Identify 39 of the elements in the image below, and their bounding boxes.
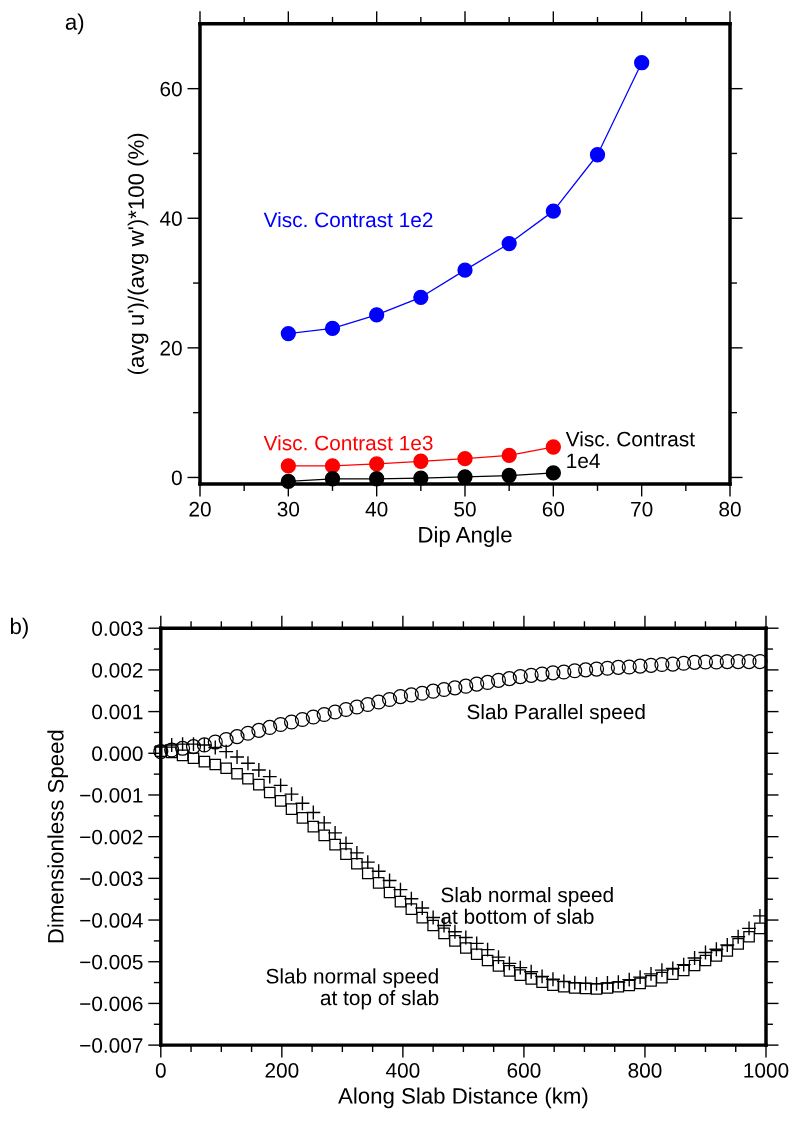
- y-tick-label: 20: [160, 340, 182, 356]
- y-tick-label: −0.003: [80, 871, 143, 887]
- x-tick-label: 20: [189, 501, 211, 517]
- y-axis-title: Dimensionless Speed: [47, 730, 69, 943]
- y-tick-label: 0.002: [92, 662, 143, 678]
- x-tick-label: 60: [542, 501, 565, 517]
- y-axis-title: (avg u')/(avg w')*100 (%): [127, 133, 149, 375]
- x-tick-label: 600: [507, 1063, 541, 1078]
- y-tick-label: −0.002: [80, 829, 143, 845]
- x-tick-label: 80: [719, 501, 741, 517]
- series-label: Visc. Contrast 1e4: [565, 431, 695, 469]
- y-tick-label: −0.006: [80, 996, 143, 1012]
- y-tick-label: 0: [171, 470, 182, 486]
- y-tick-label: −0.005: [80, 954, 143, 970]
- x-axis-title: Dip Angle: [419, 526, 512, 547]
- series-label: Slab normal speed at top of slab: [266, 968, 439, 1010]
- series-label: Visc. Contrast 1e3: [263, 435, 433, 451]
- text: a): [65, 13, 84, 35]
- y-tick-label: −0.001: [80, 787, 143, 803]
- x-tick-label: 40: [365, 501, 388, 517]
- x-tick-label: 70: [631, 501, 653, 517]
- x-tick-label: 200: [265, 1063, 299, 1078]
- x-tick-label: 30: [277, 501, 300, 517]
- x-axis-title: Along Slab Distance (km): [338, 1087, 588, 1109]
- text: Visc. Contrast 1e2: [263, 211, 433, 228]
- y-tick-label: 60: [160, 81, 182, 97]
- y-tick-label: 40: [159, 211, 182, 227]
- text: b): [10, 617, 28, 639]
- x-tick-label: 400: [385, 1063, 420, 1078]
- y-tick-label: −0.007: [80, 1038, 143, 1053]
- y-tick-label: 0.003: [92, 621, 143, 636]
- series-label: Slab normal speed at bottom of slab: [441, 886, 613, 924]
- x-tick-label: 50: [454, 501, 476, 517]
- y-tick-label: 0.000: [92, 746, 143, 762]
- x-tick-label: 800: [628, 1063, 662, 1078]
- x-tick-label: 1000: [744, 1063, 789, 1078]
- y-tick-label: −0.004: [80, 913, 143, 928]
- y-tick-label: 0.001: [92, 704, 143, 720]
- series-label: Slab Parallel speed: [467, 703, 645, 724]
